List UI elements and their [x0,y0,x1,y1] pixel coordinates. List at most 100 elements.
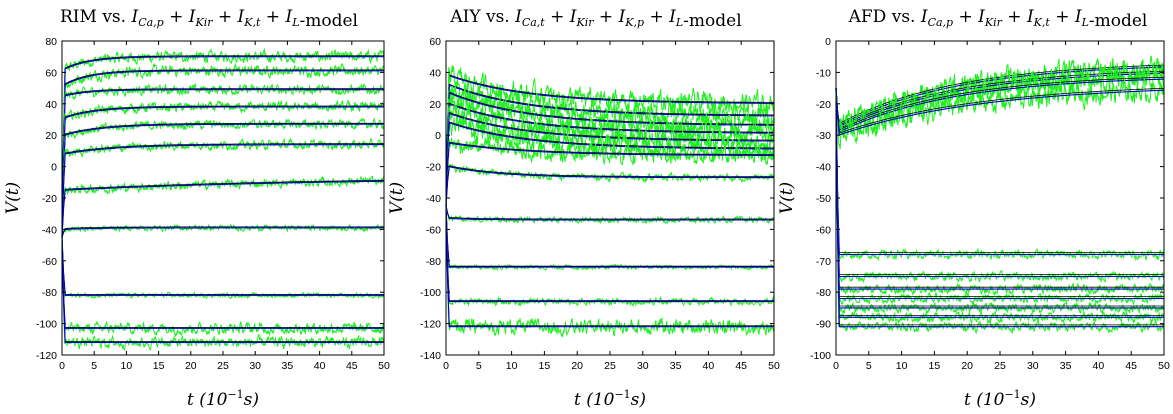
y-tick-label: -80 [42,287,57,299]
model-curve-4 [835,88,1164,256]
reference-curve-0 [445,74,774,205]
y-tick-label: -80 [426,256,441,268]
x-tick-label: 30 [249,360,261,372]
y-tick-label: 60 [429,36,441,48]
y-tick-label: 0 [51,162,57,174]
y-tick-label: -60 [816,224,831,236]
model-curve-3 [61,106,384,238]
x-tick-label: 30 [1027,360,1039,372]
x-tick-label: 15 [539,360,551,372]
y-tick-label: 40 [429,67,441,79]
reference-curve-5 [61,143,384,237]
reference-curve-3 [61,105,384,237]
model-curve-5 [61,144,384,238]
x-tick-label: 45 [735,360,747,372]
reference-curve-11 [445,204,774,327]
y-tick-label: -20 [42,193,57,205]
y-tick-label: 0 [825,36,831,48]
y-tick-label: -70 [816,256,831,268]
data-trace-8 [61,237,385,300]
y-axis-label: V(t) [387,182,407,214]
y-tick-label: 40 [45,99,57,111]
model-curve-5 [445,122,774,206]
x-tick-label: 45 [346,360,358,372]
y-axis-label: V(t) [3,182,23,214]
model-curve-7 [445,166,774,206]
data-trace-9 [61,237,385,338]
y-tick-label: -100 [420,287,441,299]
reference-curve-6 [61,179,384,237]
reference-curve-9 [61,236,384,328]
y-tick-label: -60 [42,256,57,268]
y-tick-label: 80 [45,36,57,48]
reference-curve-7 [61,226,384,237]
model-curve-5 [835,88,1164,278]
chart-title: AIY vs. ICa,t + IKir + IK,p + IL-model [449,7,741,31]
data-trace-7 [445,163,775,206]
reference-curve-8 [61,236,384,295]
y-tick-label: -20 [426,162,441,174]
y-tick-label: -30 [816,130,831,142]
y-tick-label: -140 [420,350,441,362]
model-curve-9 [835,88,1164,318]
y-tick-label: 20 [429,99,441,111]
data-trace-8 [445,205,775,225]
x-tick-label: 40 [703,360,715,372]
y-tick-label: -80 [816,287,831,299]
model-curve-4 [445,112,774,206]
x-tick-label: 40 [1093,360,1105,372]
reference-curve-9 [835,86,1164,316]
y-tick-label: 0 [435,130,441,142]
x-tick-label: 20 [571,360,583,372]
data-trace-2 [445,85,775,206]
reference-curve-5 [835,86,1164,275]
x-axis-label: t (10−1s) [574,388,646,410]
y-tick-label: -10 [816,67,831,79]
x-tick-label: 25 [604,360,616,372]
model-curve-8 [445,205,774,221]
reference-curve-1 [835,70,1164,128]
model-curve-2 [61,89,384,238]
model-curve-10 [61,237,384,343]
data-trace-8 [835,88,1165,315]
x-tick-label: 50 [1158,360,1170,372]
y-tick-label: -40 [426,193,441,205]
x-tick-label: 50 [768,360,780,372]
reference-curve-10 [61,236,384,342]
model-curve-6 [835,88,1164,290]
reference-curve-1 [61,69,384,237]
y-tick-label: -20 [816,99,831,111]
data-trace-4 [61,117,385,238]
x-tick-label: 10 [121,360,133,372]
reference-curve-3 [835,86,1165,134]
x-tick-label: 10 [506,360,518,372]
reference-curve-4 [445,111,774,205]
x-tick-label: 40 [314,360,326,372]
data-trace-5 [445,116,775,206]
x-tick-label: 45 [1125,360,1137,372]
reference-curve-9 [445,204,774,267]
x-tick-label: 25 [217,360,229,372]
y-tick-label: -50 [816,193,831,205]
reference-curve-2 [445,91,774,205]
y-tick-label: -40 [816,162,831,174]
reference-curve-0 [61,55,384,237]
data-trace-1 [61,62,385,238]
chart-title: RIM vs. ICa,p + IKir + IK,t + IL-model [60,7,358,31]
x-tick-label: 50 [378,360,390,372]
model-curve-6 [445,142,774,206]
x-axis-label: t (10−1s) [187,388,259,410]
x-tick-label: 20 [185,360,197,372]
model-curve-10 [445,205,774,303]
data-trace-0 [445,65,775,206]
reference-curve-10 [835,86,1164,326]
chart-panel-aiy: AIY vs. ICa,t + IKir + IK,p + IL-model 0 5… [387,7,780,410]
reference-curve-1 [445,83,774,205]
reference-curve-7 [835,86,1164,297]
data-trace-5 [61,137,385,238]
x-tick-label: 10 [896,360,908,372]
data-trace-11 [445,205,775,337]
x-tick-label: 5 [476,360,482,372]
x-tick-label: 15 [153,360,165,372]
